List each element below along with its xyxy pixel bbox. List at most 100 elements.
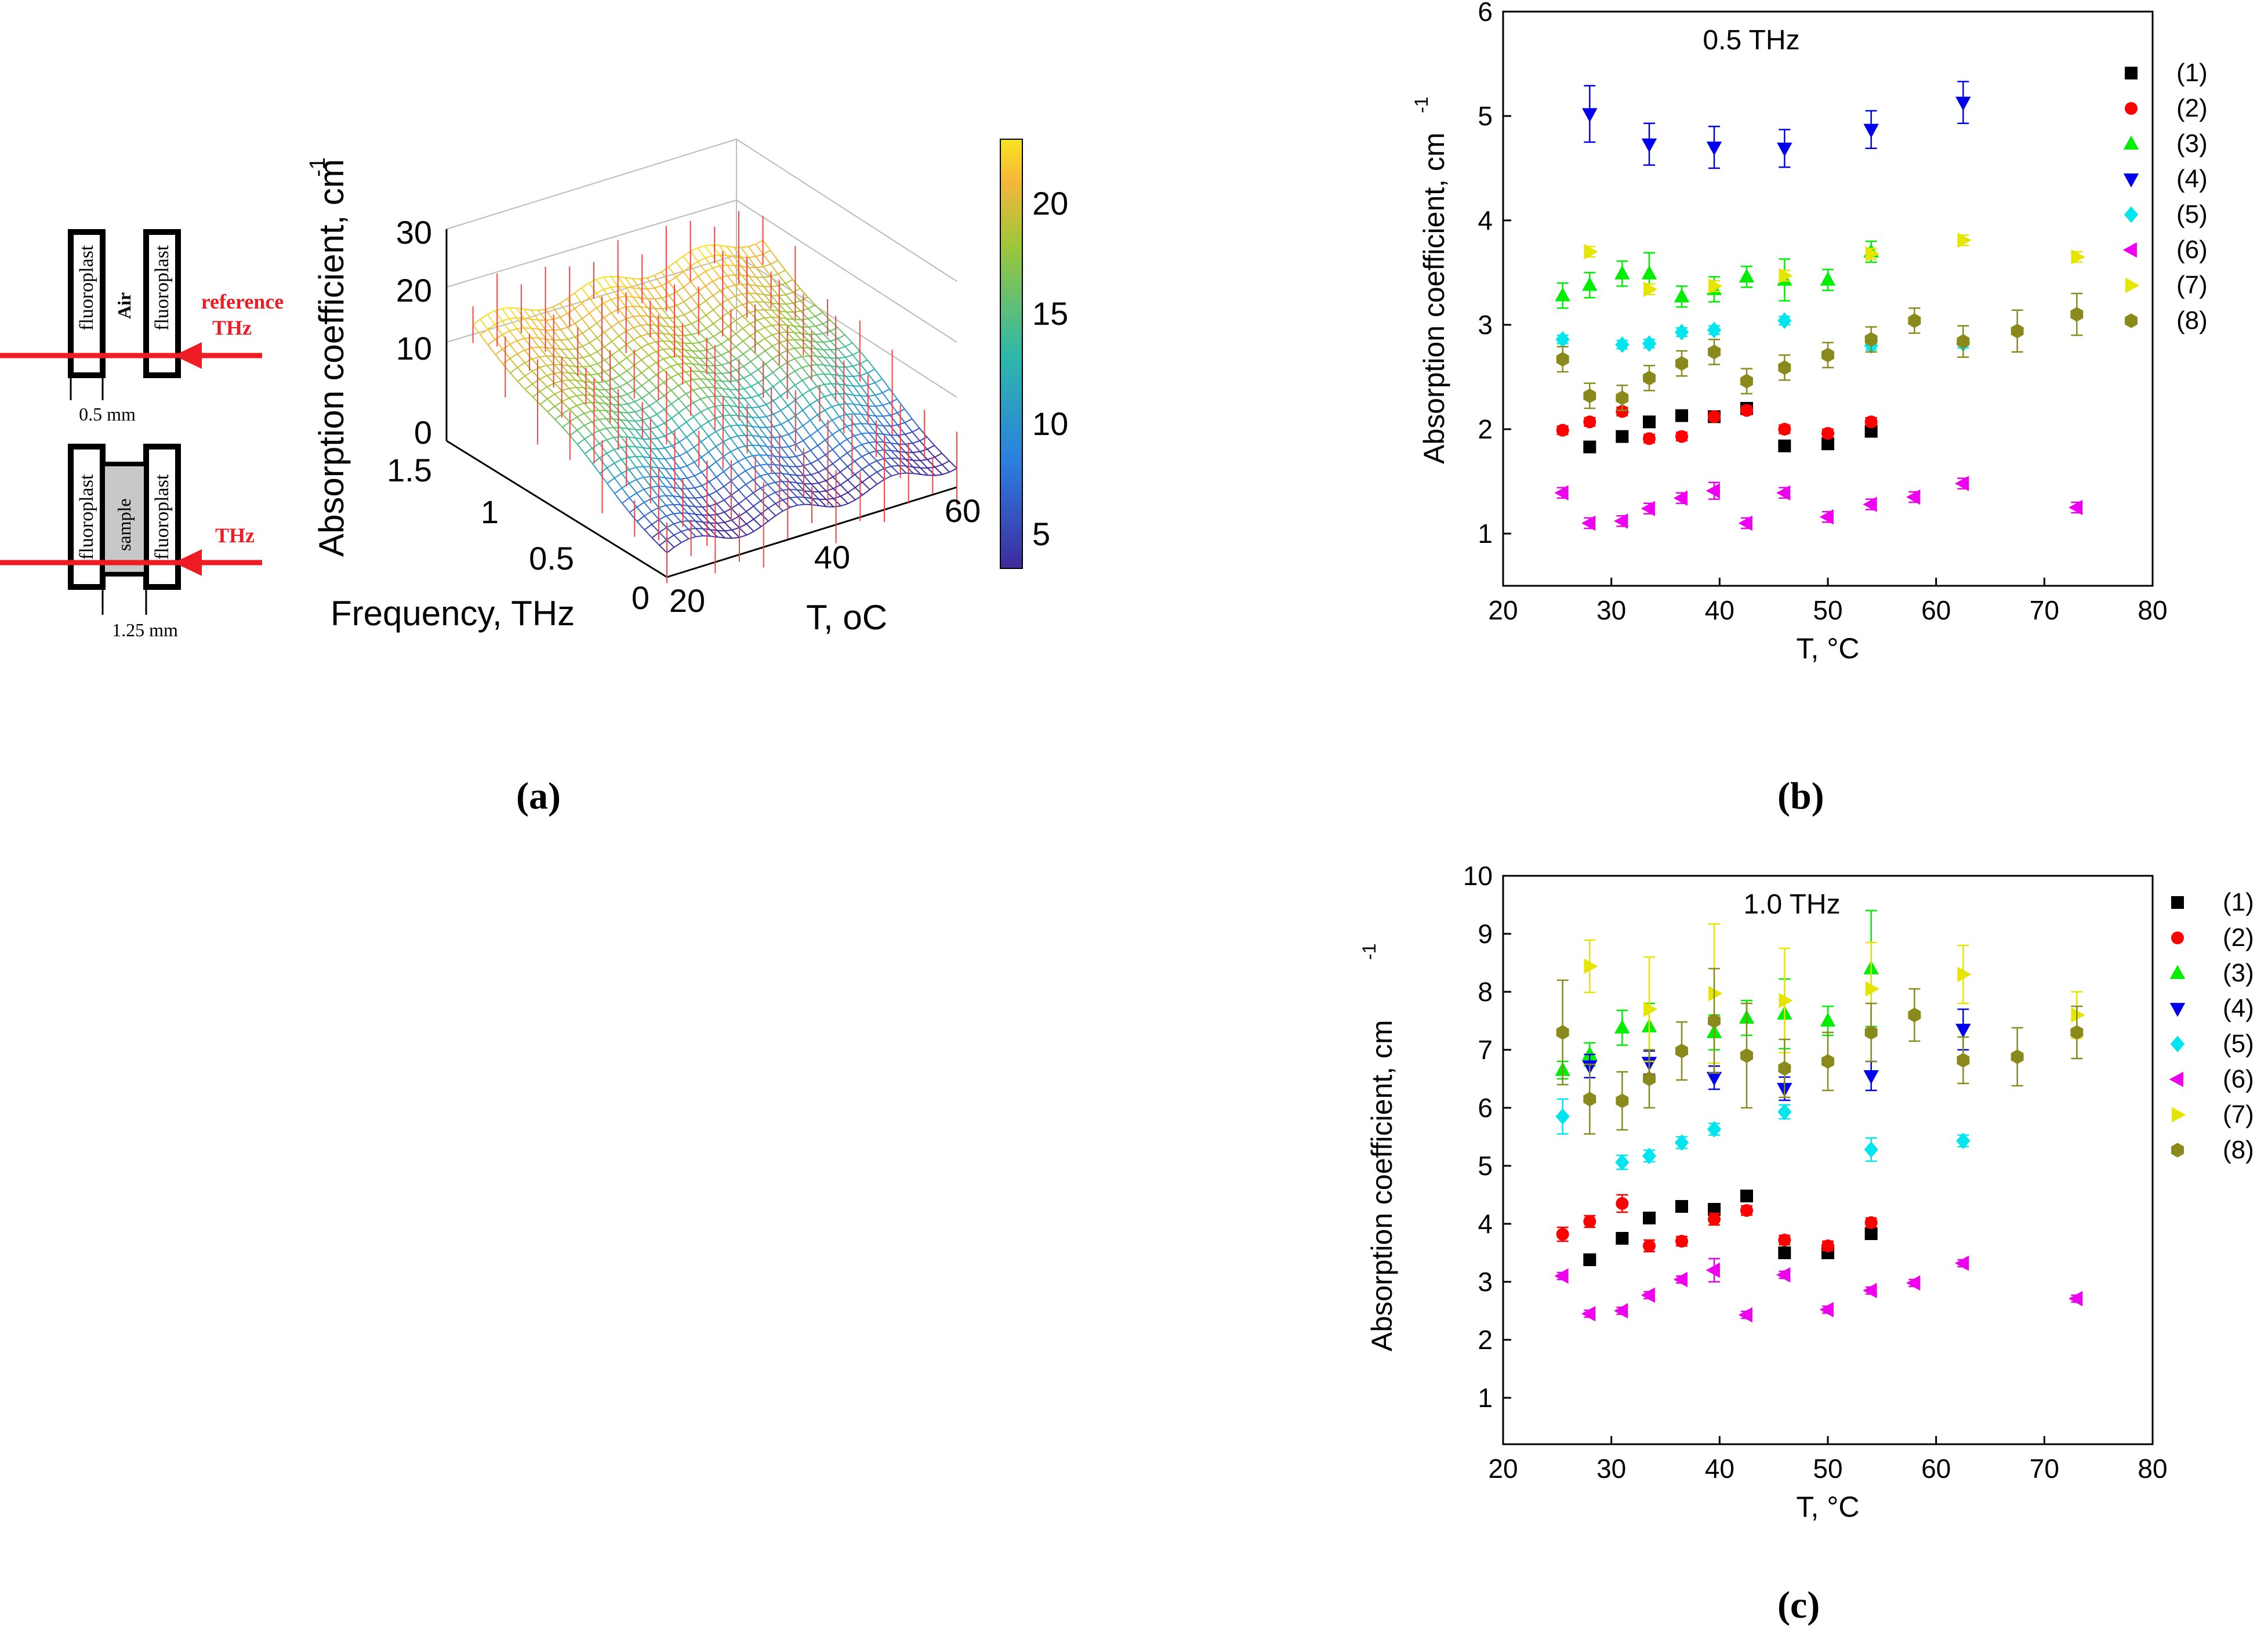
data-point bbox=[1673, 1271, 1688, 1288]
legend-label: (2) bbox=[2223, 923, 2254, 952]
data-point bbox=[1616, 1093, 1629, 1108]
data-point bbox=[1642, 335, 1657, 352]
series-8: (8) bbox=[1556, 292, 2208, 411]
data-point bbox=[1865, 981, 1879, 997]
sample-beam-label: THz bbox=[215, 524, 255, 547]
data-point bbox=[1908, 313, 1921, 328]
data-point bbox=[1555, 1108, 1570, 1125]
z-tick-10: 10 bbox=[396, 330, 432, 367]
legend-label: (6) bbox=[2176, 235, 2208, 264]
data-point bbox=[1957, 1053, 1970, 1068]
z-axis-ticks: 30 20 10 0 bbox=[396, 214, 432, 451]
data-point bbox=[1738, 1307, 1752, 1323]
data-point bbox=[1556, 351, 1569, 367]
sample-cell-left-wall-label: fluoroplast bbox=[76, 474, 97, 560]
series-6: (6) bbox=[1554, 235, 2208, 531]
data-point bbox=[1821, 1239, 1834, 1252]
x-tick-label: 70 bbox=[2030, 1453, 2059, 1484]
legend-marker bbox=[2172, 1107, 2186, 1123]
data-point bbox=[1778, 1061, 1791, 1076]
data-point bbox=[1706, 142, 1722, 156]
data-point bbox=[1583, 1092, 1596, 1107]
data-point bbox=[1616, 1197, 1629, 1210]
data-point bbox=[1643, 1239, 1656, 1252]
y-tick-label: 6 bbox=[1478, 0, 1493, 27]
data-point bbox=[2070, 307, 2084, 322]
legend-marker bbox=[2123, 135, 2139, 150]
series-5: (5) bbox=[1555, 1030, 2254, 1171]
axes: 20 30 40 50 60 70 80 1 2 3 4 5 6 7 8 9 10 bbox=[1463, 861, 2168, 1484]
data-point bbox=[1675, 1235, 1688, 1248]
legend-label: (7) bbox=[2176, 271, 2208, 299]
data-point bbox=[1584, 958, 1598, 974]
data-point bbox=[1616, 1232, 1629, 1245]
data-point bbox=[1863, 1070, 1879, 1085]
data-point bbox=[1615, 1154, 1630, 1171]
reference-cell: fluoroplast Air fluoroplast reference TH… bbox=[0, 229, 284, 425]
y-tick-label: 5 bbox=[1478, 1151, 1493, 1181]
reference-beam-label-2: THz bbox=[212, 316, 252, 339]
y-tick-label: 6 bbox=[1478, 1093, 1493, 1123]
legend-label: (8) bbox=[2223, 1136, 2254, 1164]
legend-marker bbox=[2169, 1003, 2186, 1017]
data-point bbox=[1778, 423, 1791, 436]
reference-cell-dimension: 0.5 mm bbox=[79, 404, 136, 425]
data-point bbox=[1740, 1190, 1753, 1202]
data-point bbox=[1778, 1246, 1791, 1259]
colorbar-tick-20: 20 bbox=[1032, 185, 1068, 222]
data-point bbox=[1707, 1121, 1722, 1138]
temp-tick-60: 60 bbox=[945, 492, 981, 529]
caption-a: (a) bbox=[516, 775, 561, 817]
data-point bbox=[1864, 1227, 1878, 1240]
data-point bbox=[1581, 515, 1596, 531]
cell-schematic: fluoroplast Air fluoroplast reference TH… bbox=[0, 229, 284, 640]
data-point bbox=[2069, 499, 2083, 516]
y-axis-label-sup: -1 bbox=[1411, 97, 1432, 113]
legend-marker bbox=[2170, 1035, 2185, 1053]
data-point bbox=[1776, 485, 1791, 501]
data-point bbox=[1675, 1200, 1688, 1213]
data-point bbox=[1955, 1255, 1969, 1271]
series-2: (2) bbox=[1556, 94, 2208, 445]
data-point bbox=[1955, 476, 1969, 491]
data-point bbox=[1614, 1019, 1630, 1034]
data-point bbox=[1641, 138, 1657, 153]
z-tick-30: 30 bbox=[396, 214, 432, 251]
colorbar-tick-5: 5 bbox=[1032, 516, 1050, 552]
series-7: (7) bbox=[1584, 233, 2208, 299]
data-point bbox=[1740, 374, 1753, 389]
legend-marker bbox=[2125, 67, 2138, 79]
legend-label: (5) bbox=[2223, 1030, 2254, 1058]
data-point bbox=[1779, 992, 1793, 1009]
series-2: (2) bbox=[1556, 923, 2254, 1253]
legend-label: (3) bbox=[2223, 959, 2254, 987]
data-point bbox=[1643, 371, 1656, 386]
series-4: (4) bbox=[1582, 81, 2208, 193]
data-point bbox=[1819, 1302, 1834, 1318]
legend-marker bbox=[2123, 173, 2139, 188]
data-point bbox=[1707, 321, 1722, 339]
data-point bbox=[1957, 334, 1970, 349]
colorbar-ticks: 20 15 10 5 bbox=[1032, 185, 1068, 552]
legend-marker bbox=[2125, 102, 2138, 115]
legend-marker bbox=[2171, 896, 2184, 909]
data-point bbox=[1821, 437, 1834, 451]
data-point bbox=[1740, 404, 1753, 417]
data-point bbox=[1819, 509, 1834, 525]
data-point bbox=[1708, 278, 1723, 294]
x-tick-label: 20 bbox=[1488, 1453, 1518, 1484]
data-point bbox=[1820, 271, 1836, 286]
freq-tick-1: 1 bbox=[481, 494, 499, 530]
colorbar-tick-15: 15 bbox=[1032, 295, 1068, 332]
legend-label: (8) bbox=[2176, 306, 2208, 335]
data-point bbox=[2070, 1025, 2084, 1040]
data-point bbox=[1708, 985, 1723, 1002]
x-tick-label: 50 bbox=[1813, 595, 1842, 625]
data-point bbox=[2071, 1007, 2085, 1023]
legend-label: (7) bbox=[2223, 1100, 2254, 1129]
data-point bbox=[1708, 410, 1721, 423]
chart-1.0THz: 20 30 40 50 60 70 80 1 2 3 4 5 6 7 8 9 10 1.0 THz T, °C Abs… bbox=[1359, 861, 2254, 1523]
data-point bbox=[1583, 440, 1596, 454]
legend-marker bbox=[2169, 965, 2186, 979]
x-tick-label: 80 bbox=[2138, 595, 2167, 625]
